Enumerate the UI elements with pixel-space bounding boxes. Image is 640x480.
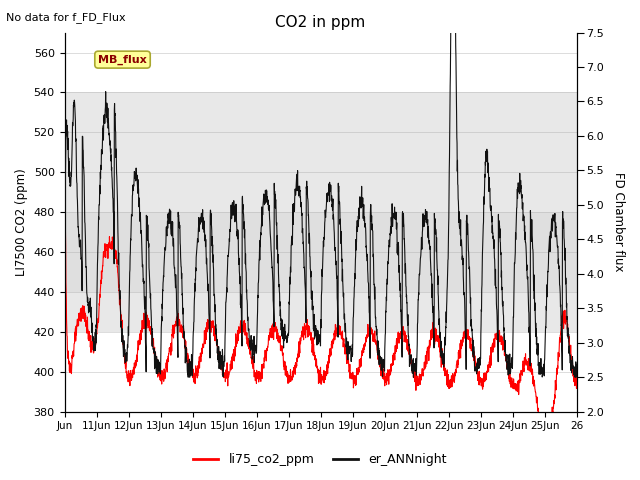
Title: CO2 in ppm: CO2 in ppm <box>275 15 365 30</box>
Text: No data for f_FD_Flux: No data for f_FD_Flux <box>6 12 126 23</box>
Y-axis label: FD Chamber flux: FD Chamber flux <box>612 172 625 272</box>
Text: MB_flux: MB_flux <box>98 55 147 65</box>
Bar <box>65 93 577 332</box>
Y-axis label: LI7500 CO2 (ppm): LI7500 CO2 (ppm) <box>15 168 28 276</box>
Legend: li75_co2_ppm, er_ANNnight: li75_co2_ppm, er_ANNnight <box>188 448 452 471</box>
Bar <box>65 212 577 292</box>
